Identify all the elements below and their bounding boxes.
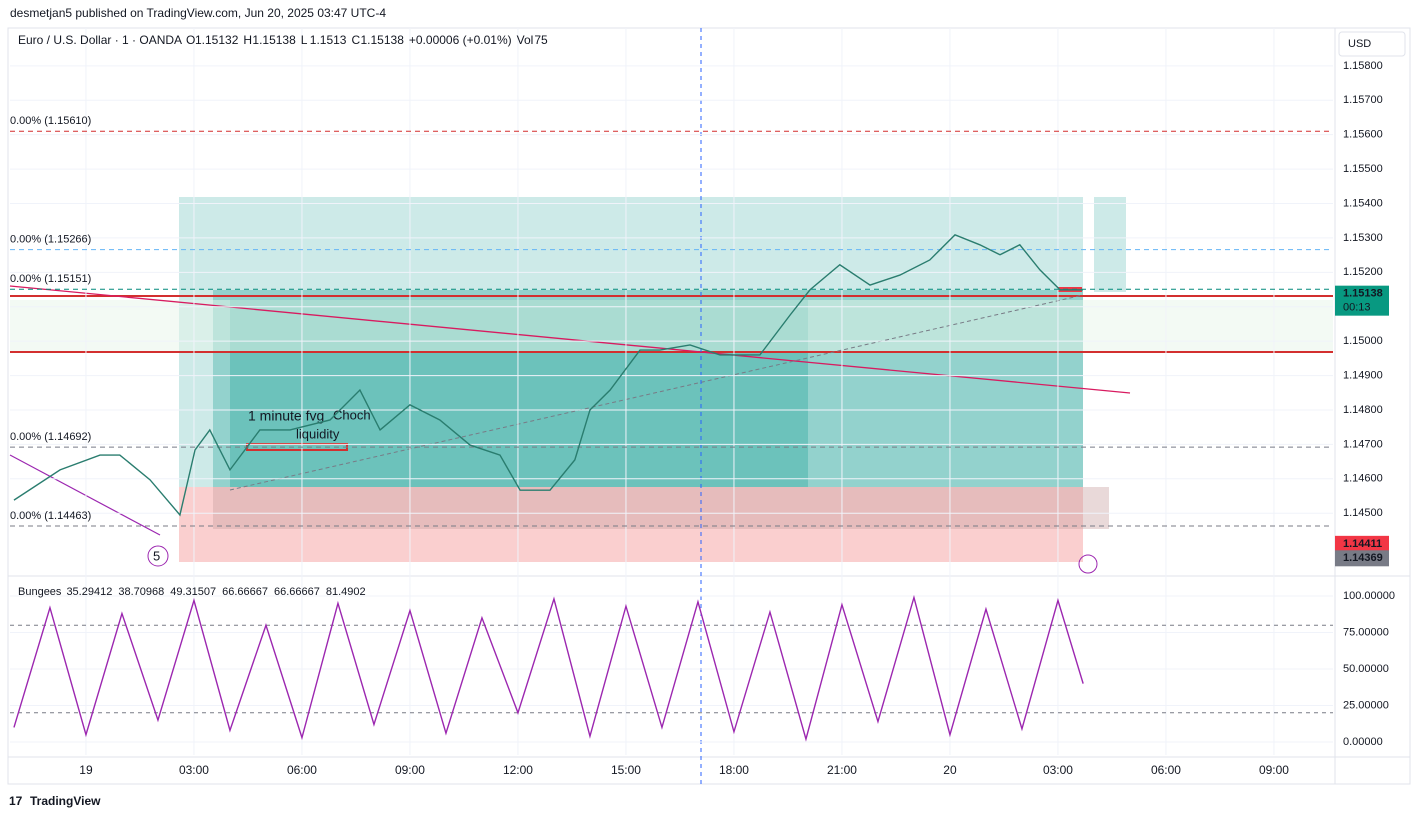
- y-tick-label: 1.15700: [1343, 94, 1383, 106]
- alert-icon[interactable]: [1078, 554, 1098, 574]
- x-tick-label: 03:00: [179, 763, 209, 777]
- y-tick-label: 1.14900: [1343, 369, 1383, 381]
- y-tick-label: 1.15200: [1343, 266, 1383, 278]
- volume-key: Vol: [517, 33, 534, 47]
- currency[interactable]: USD: [1348, 38, 1371, 50]
- ohlc-key: L: [301, 33, 308, 47]
- x-tick-label: 09:00: [1259, 763, 1289, 777]
- x-tick-label: 19: [79, 763, 93, 777]
- price-badge: [1335, 535, 1389, 552]
- x-tick-label: 21:00: [827, 763, 857, 777]
- price-badge-label: 1.14369: [1343, 552, 1383, 564]
- indicator-value: 35.29412: [66, 586, 112, 598]
- x-tick-label: 18:00: [719, 763, 749, 777]
- ohlc-value: 1.15132: [195, 33, 239, 47]
- brand-logo: 17: [9, 794, 23, 808]
- y-tick-label: 25.00000: [1343, 699, 1389, 711]
- annotation: Choch: [333, 407, 371, 422]
- ohlc-value: 1.15138: [252, 33, 296, 47]
- ohlc-value: 1.15138: [360, 33, 404, 47]
- price-line: [13, 233, 1083, 517]
- y-tick-label: 75.00000: [1343, 626, 1389, 638]
- indicator-value: 49.31507: [170, 586, 216, 598]
- profit-zone: [1094, 197, 1126, 292]
- y-tick-label: 1.15300: [1343, 232, 1383, 244]
- range-zone: [10, 300, 1333, 352]
- annotation: liquidity: [296, 426, 340, 441]
- annotation: 1 minute fvg: [248, 408, 324, 424]
- x-tick-label: 06:00: [287, 763, 317, 777]
- y-tick-label: 1.15500: [1343, 163, 1383, 175]
- symbol: Euro / U.S. Dollar · 1 · OANDA: [18, 33, 182, 47]
- price-line: [13, 594, 1084, 742]
- published: desmetjan5 published on TradingView.com,…: [10, 6, 386, 20]
- x-tick-label: 15:00: [611, 763, 641, 777]
- wave-badge: [147, 545, 169, 567]
- countdown: 00:13: [1343, 302, 1371, 314]
- indicator-value: 66.66667: [222, 586, 268, 598]
- x-tick-label: 03:00: [1043, 763, 1073, 777]
- y-tick-label: 1.14500: [1343, 507, 1383, 519]
- x-tick-label: 20: [943, 763, 957, 777]
- x-tick-label: 06:00: [1151, 763, 1181, 777]
- y-tick-label: 1.15600: [1343, 129, 1383, 141]
- loss-zone-inner: [213, 487, 1109, 529]
- brand: TradingView: [30, 794, 101, 808]
- drawings: [9, 28, 1333, 784]
- price-badge: [1335, 550, 1389, 567]
- frame: [7, 27, 1411, 785]
- fib-label: 0.00% (1.15610): [10, 115, 91, 127]
- trend-line: [229, 294, 1084, 491]
- y-tick-label: 1.14800: [1343, 404, 1383, 416]
- x-tick-label: 09:00: [395, 763, 425, 777]
- indicator-title: Bungees: [18, 586, 62, 598]
- ohlc-key: C: [351, 33, 360, 47]
- y-tick-label: 0.00000: [1343, 736, 1383, 748]
- currency-button[interactable]: [1338, 31, 1406, 57]
- indicator-value: 38.70968: [118, 586, 164, 598]
- indicator-value: 66.66667: [274, 586, 320, 598]
- ohlc-key: H: [243, 33, 252, 47]
- x-tick-label: 12:00: [503, 763, 533, 777]
- y-tick-label: 100.00000: [1343, 590, 1395, 602]
- change: +0.00006 (+0.01%): [409, 33, 512, 47]
- fib-label: 0.00% (1.15266): [10, 234, 91, 246]
- y-tick-label: 1.15400: [1343, 197, 1383, 209]
- indicator-value: 81.4902: [326, 586, 366, 598]
- y-tick-label: 1.15000: [1343, 335, 1383, 347]
- y-tick-label: 50.00000: [1343, 663, 1389, 675]
- price-badge: [1335, 285, 1389, 316]
- y-tick-label: 1.14700: [1343, 438, 1383, 450]
- fib-label: 0.00% (1.15151): [10, 273, 91, 285]
- annotation: 5: [153, 548, 160, 563]
- fib-label: 0.00% (1.14692): [10, 431, 91, 443]
- fib-label: 0.00% (1.14463): [10, 510, 91, 522]
- ohlc-value: 1.1513: [310, 33, 347, 47]
- ohlc-key: O: [186, 33, 195, 47]
- y-tick-label: 1.15800: [1343, 60, 1383, 72]
- price-badge-label: 1.15138: [1343, 288, 1383, 300]
- price-badge-label: 1.14411: [1343, 538, 1382, 550]
- y-tick-label: 1.14600: [1343, 473, 1383, 485]
- wave-line: [9, 454, 161, 536]
- loss-zone: [179, 487, 1083, 562]
- volume-value: 75: [534, 33, 548, 47]
